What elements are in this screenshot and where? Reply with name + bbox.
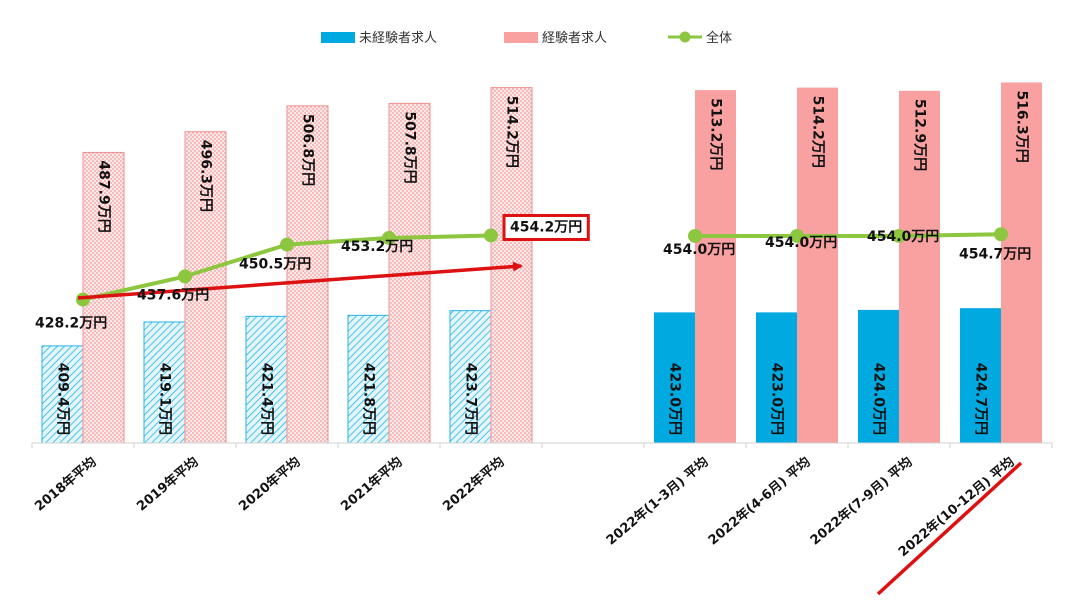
bar-label-experienced: 487.9万円 xyxy=(96,160,112,232)
overall-point xyxy=(178,269,192,284)
overall-label-highlighted: 454.2万円 xyxy=(510,219,582,235)
x-tick-marks xyxy=(31,443,1053,448)
bar-label-experienced: 513.2万円 xyxy=(708,98,724,170)
overall-point xyxy=(382,230,396,245)
bar-label-untrained: 421.4万円 xyxy=(259,363,275,435)
x-tick-label: 2022年平均 xyxy=(440,454,508,515)
highlight-box xyxy=(502,213,590,241)
bar-experienced xyxy=(899,90,940,443)
bar-label-untrained: 423.0万円 xyxy=(769,363,785,435)
x-tick-label: 2022年(4-6月) 平均 xyxy=(705,454,813,549)
overall-label: 454.7万円 xyxy=(959,246,1031,262)
overall-line xyxy=(695,232,1002,238)
bars-layer xyxy=(41,82,1042,444)
legend-swatch-experienced xyxy=(504,32,538,43)
bar-untrained xyxy=(960,308,1001,443)
overall-point xyxy=(994,227,1008,242)
bar-experienced xyxy=(1001,82,1042,444)
bar-untrained xyxy=(858,309,899,443)
bar-experienced xyxy=(286,105,329,444)
legend-item-experienced: 経験者求人 xyxy=(504,31,607,46)
highlight-underline xyxy=(876,461,1023,596)
bar-label-untrained: 424.0万円 xyxy=(871,363,887,435)
bar-untrained xyxy=(449,310,492,444)
bar-label-untrained: 421.8万円 xyxy=(361,363,377,435)
x-tick-label: 2022年(10-12月) 平均 xyxy=(895,454,1017,560)
bar-label-untrained: 419.1万円 xyxy=(157,363,173,435)
bar-label-experienced: 496.3万円 xyxy=(198,140,214,212)
legend-swatch-overall-marker xyxy=(679,31,691,43)
bar-experienced xyxy=(797,87,838,444)
annotation-layer xyxy=(77,213,1023,596)
bar-untrained xyxy=(654,312,695,443)
bar-label-experienced: 516.3万円 xyxy=(1014,90,1030,162)
bar-label-untrained: 423.0万円 xyxy=(667,363,683,435)
x-tick-label: 2022年(1-3月) 平均 xyxy=(603,454,711,549)
legend-swatch-untrained xyxy=(321,32,355,43)
legend-item-overall: 全体 xyxy=(668,30,732,46)
bar-label-experienced: 514.2万円 xyxy=(504,96,520,168)
legend-item-untrained: 未経験者求人 xyxy=(321,31,437,46)
overall-label: 454.0万円 xyxy=(663,242,735,258)
x-tick-label: 2019年平均 xyxy=(134,454,202,515)
line-layer xyxy=(76,227,1008,307)
x-tick-label: 2022年(7-9月) 平均 xyxy=(807,454,915,549)
bar-label-untrained: 423.7万円 xyxy=(463,363,479,435)
trend-arrow xyxy=(77,261,523,300)
bar-label-experienced: 506.8万円 xyxy=(300,114,316,186)
bar-label-untrained: 424.7万円 xyxy=(973,363,989,435)
legend-label-experienced: 経験者求人 xyxy=(542,31,607,46)
overall-label: 450.5万円 xyxy=(239,257,311,273)
bar-untrained xyxy=(756,312,797,443)
overall-label: 437.6万円 xyxy=(137,287,209,303)
x-tick-label: 2020年平均 xyxy=(236,454,304,515)
bar-label-untrained: 409.4万円 xyxy=(55,363,71,435)
overall-point xyxy=(280,237,294,252)
overall-point xyxy=(790,228,804,243)
bar-experienced xyxy=(695,90,736,443)
legend-label-untrained: 未経験者求人 xyxy=(359,31,437,46)
overall-label: 454.0万円 xyxy=(867,229,939,245)
overall-point xyxy=(76,292,90,307)
overall-point xyxy=(484,228,498,243)
x-tick-label: 2021年平均 xyxy=(338,454,406,515)
bar-label-experienced: 514.2万円 xyxy=(810,96,826,168)
bar-label-experienced: 512.9万円 xyxy=(912,99,928,171)
overall-label: 453.2万円 xyxy=(341,239,413,255)
overall-label: 428.2万円 xyxy=(35,316,107,332)
x-tick-label: 2018年平均 xyxy=(32,454,100,515)
overall-point xyxy=(892,228,906,243)
legend: 未経験者求人 経験者求人 全体 xyxy=(321,30,732,46)
overall-point xyxy=(688,228,702,243)
bar-label-experienced: 507.8万円 xyxy=(402,111,418,183)
legend-label-overall: 全体 xyxy=(706,30,732,46)
overall-label: 454.0万円 xyxy=(765,235,837,251)
